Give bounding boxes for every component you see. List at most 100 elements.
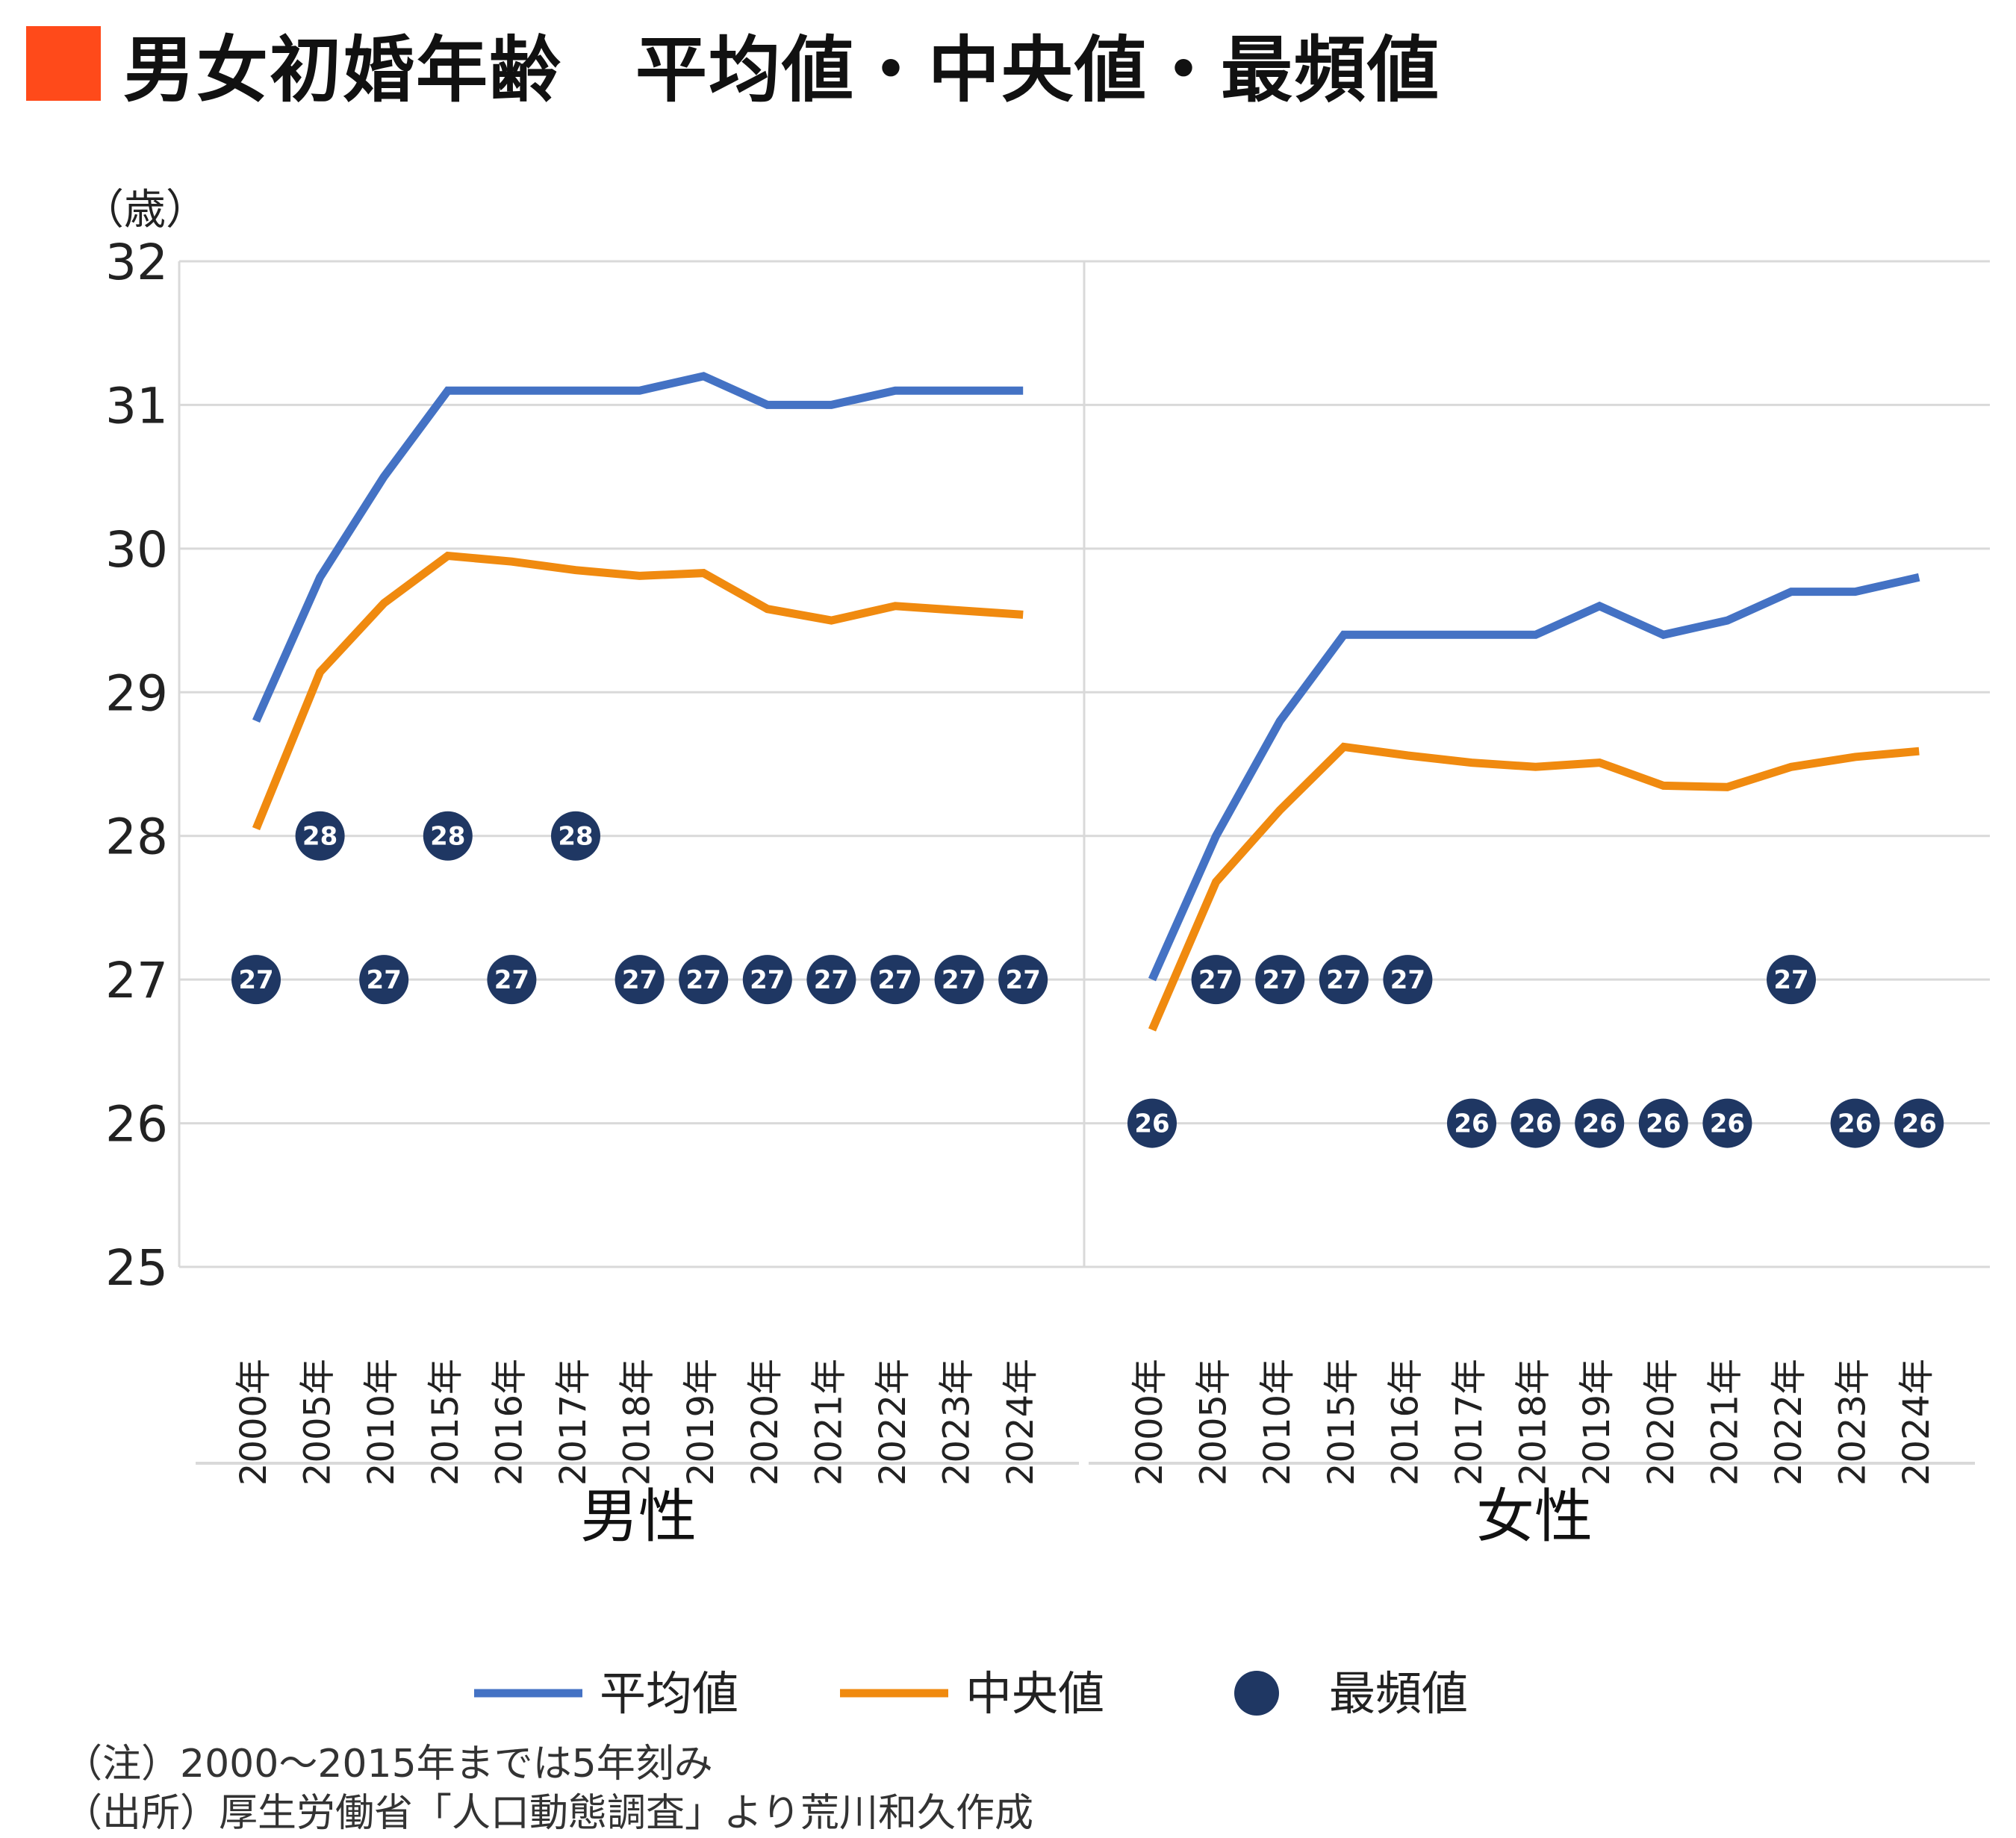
- mode-marker: [742, 955, 792, 1005]
- mode-marker: [423, 811, 473, 861]
- mode-data-label: 26: [1838, 1109, 1873, 1139]
- mode-data-label: 27: [1006, 965, 1041, 995]
- x-tick-label: 2010年: [1257, 1359, 1298, 1486]
- mode-marker: [806, 955, 856, 1005]
- mode-marker: [934, 955, 984, 1005]
- x-tick-label: 2024年: [1000, 1359, 1042, 1486]
- mode-marker: [871, 955, 920, 1005]
- x-tick-label: 2023年: [1832, 1359, 1874, 1486]
- y-tick-label: 32: [105, 234, 168, 291]
- mode-data-label: 27: [238, 965, 273, 995]
- mode-data-label: 28: [302, 822, 337, 852]
- x-tick-label: 2017年: [553, 1359, 594, 1486]
- mode-marker: [1191, 955, 1241, 1005]
- y-tick-label: 25: [105, 1239, 168, 1297]
- x-tick-label: 2019年: [1576, 1359, 1618, 1486]
- y-tick-label: 26: [105, 1096, 168, 1153]
- x-tick-label: 2021年: [1704, 1359, 1746, 1486]
- mode-data-label: 26: [1646, 1109, 1681, 1139]
- mode-data-label: 27: [1198, 965, 1233, 995]
- x-tick-label: 2022年: [872, 1359, 914, 1486]
- chart-title-bar: 男女初婚年齢 平均値・中央値・最頻値: [26, 22, 1440, 112]
- y-axis-unit-label: （歳）: [82, 186, 208, 234]
- mode-marker: [1511, 1098, 1561, 1148]
- mode-data-label: 26: [1902, 1109, 1937, 1139]
- mode-marker: [1575, 1098, 1625, 1148]
- mode-data-label: 27: [877, 965, 912, 995]
- mode-data-label: 27: [942, 965, 977, 995]
- y-tick-label: 27: [105, 952, 168, 1009]
- y-tick-label: 30: [105, 521, 168, 579]
- chart-title: 男女初婚年齢 平均値・中央値・最頻値: [123, 28, 1440, 112]
- mode-data-label: 26: [1134, 1109, 1169, 1139]
- x-tick-label: 2023年: [936, 1359, 978, 1486]
- mode-marker: [998, 955, 1048, 1005]
- mode-marker: [1638, 1098, 1688, 1148]
- legend-median-label: 中央値: [965, 1666, 1104, 1721]
- mode-data-label: 27: [622, 965, 657, 995]
- x-tick-label: 2016年: [488, 1359, 530, 1486]
- mode-data-label: 27: [1326, 965, 1361, 995]
- mean-line-男性: [252, 372, 1024, 723]
- y-tick-label: 29: [105, 664, 168, 722]
- x-tick-label: 2017年: [1449, 1359, 1490, 1486]
- x-tick-label: 2020年: [1640, 1359, 1682, 1486]
- x-tick-label: 2018年: [617, 1359, 659, 1486]
- x-tick-label: 2015年: [1321, 1359, 1363, 1486]
- x-tick-label: 2016年: [1384, 1359, 1426, 1486]
- mode-data-label: 28: [558, 822, 593, 852]
- mode-data-label: 27: [1390, 965, 1425, 995]
- mode-data-label: 26: [1454, 1109, 1489, 1139]
- title-square-marker: [26, 26, 101, 101]
- footnotes: （注）2000～2015年までは5年刻み （出所）厚生労働省「人口動態調査」より…: [63, 1739, 1033, 1838]
- legend-mode-label: 最頻値: [1329, 1666, 1468, 1721]
- x-tick-label: 2022年: [1768, 1359, 1810, 1486]
- mode-data-label: 27: [814, 965, 849, 995]
- mode-marker: [487, 955, 537, 1005]
- x-tick-label: 2018年: [1513, 1359, 1555, 1486]
- note-line-1: （注）2000～2015年までは5年刻み: [63, 1742, 713, 1786]
- x-tick-label: 2024年: [1896, 1359, 1938, 1486]
- mode-marker: [615, 955, 665, 1005]
- x-tick-label: 2005年: [1193, 1359, 1235, 1486]
- mode-marker: [1127, 1098, 1177, 1148]
- x-tick-label: 2020年: [744, 1359, 786, 1486]
- note-line-2: （出所）厚生労働省「人口動態調査」より荒川和久作成: [63, 1791, 1033, 1836]
- mode-marker: [231, 955, 281, 1005]
- mode-data-label: 27: [1263, 965, 1298, 995]
- line-chart: 25 26 27 28 29 30 31 32（歳） 2000年 2005年 2010年 2015年 2…: [82, 186, 1990, 1721]
- x-tick-label: 2015年: [425, 1359, 467, 1486]
- mode-marker: [1767, 955, 1816, 1005]
- mode-marker: [1383, 955, 1433, 1005]
- legend-mode-swatch: [1234, 1671, 1279, 1716]
- mode-data-label: 27: [1773, 965, 1808, 995]
- legend-mean-label: 平均値: [600, 1666, 738, 1721]
- mode-data-label: 27: [494, 965, 529, 995]
- x-tick-label: 2005年: [297, 1359, 339, 1486]
- group-label: 男性: [580, 1483, 697, 1551]
- y-tick-label: 28: [105, 809, 168, 866]
- mode-marker: [551, 811, 600, 861]
- mode-marker: [1255, 955, 1305, 1005]
- x-tick-label: 2000年: [1129, 1359, 1171, 1486]
- mode-data-label: 28: [430, 822, 465, 852]
- mode-data-label: 27: [750, 965, 785, 995]
- mode-data-label: 26: [1518, 1109, 1553, 1139]
- median-line-女性: [1148, 742, 1920, 1032]
- x-tick-label: 2019年: [680, 1359, 722, 1486]
- mode-data-label: 27: [686, 965, 721, 995]
- mode-data-label: 27: [367, 965, 402, 995]
- mode-marker: [679, 955, 729, 1005]
- mode-marker: [1702, 1098, 1752, 1148]
- mode-data-label: 26: [1582, 1109, 1617, 1139]
- mode-data-label: 26: [1710, 1109, 1745, 1139]
- mode-marker: [1894, 1098, 1944, 1148]
- mode-marker: [295, 811, 345, 861]
- mode-marker: [1447, 1098, 1496, 1148]
- mode-marker: [1830, 1098, 1880, 1148]
- x-tick-label: 2000年: [233, 1359, 275, 1486]
- y-tick-label: 31: [105, 377, 168, 434]
- mean-line-女性: [1148, 573, 1920, 982]
- x-tick-label: 2010年: [361, 1359, 402, 1486]
- group-label: 女性: [1476, 1483, 1593, 1551]
